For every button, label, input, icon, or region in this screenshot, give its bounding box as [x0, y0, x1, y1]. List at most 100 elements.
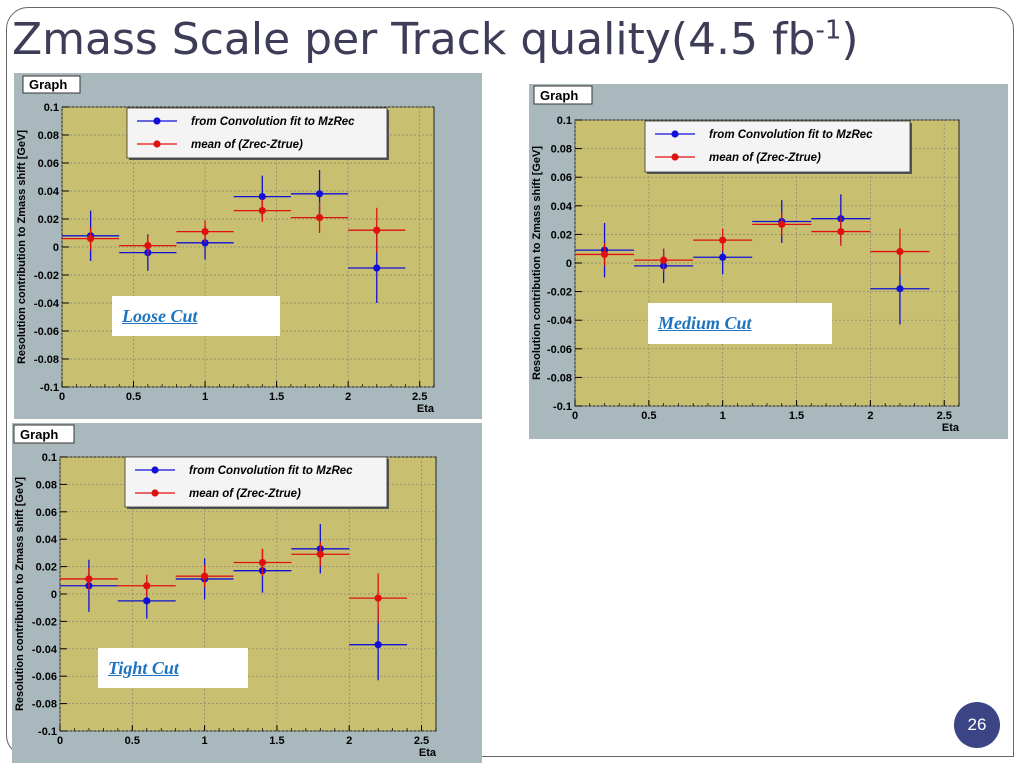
graph-title-box: [533, 85, 593, 105]
data-point: [719, 236, 727, 244]
data-point: [315, 214, 324, 222]
graph-title: Graph: [29, 77, 67, 92]
y-tick-label: 0.08: [551, 144, 572, 156]
y-tick-label: -0.1: [40, 382, 59, 394]
x-tick-label: 2.5: [412, 391, 427, 403]
y-tick-label: -0.08: [32, 699, 57, 711]
y-tick-label: -0.08: [34, 354, 59, 366]
legend-box: [124, 456, 388, 508]
legend-box: [644, 120, 911, 173]
x-tick-label: 2: [345, 391, 351, 403]
y-tick-label: -0.02: [547, 287, 572, 299]
y-tick-label: 0.02: [38, 214, 59, 226]
title-main: Zmass Scale per Track quality(4.5 fb: [12, 14, 816, 65]
y-tick-label: -0.1: [553, 401, 572, 413]
data-point: [143, 582, 151, 590]
data-point: [373, 264, 381, 272]
data-point: [258, 207, 266, 215]
data-point: [896, 285, 904, 293]
y-tick-label: -0.1: [38, 726, 57, 738]
legend-marker: [671, 130, 679, 138]
cut-label-tight: Tight Cut: [98, 648, 248, 688]
x-tick-label: 1: [720, 410, 726, 422]
chart-loose: Graph 0 0.5 1 1.5 2 2.5 -0.1 -0.08 -0.06 -0.04 -0.0…: [16, 75, 435, 415]
legend-marker: [153, 140, 161, 148]
cut-label-medium: Medium Cut: [648, 303, 832, 344]
y-tick-label: 0.08: [38, 130, 59, 142]
y-tick-label: 0.02: [36, 562, 57, 574]
y-tick-label: -0.02: [34, 270, 59, 282]
data-point: [374, 641, 382, 649]
legend-entry: mean of (Zrec-Ztrue): [189, 488, 301, 500]
data-point: [316, 550, 324, 558]
x-tick-label: 0: [59, 391, 65, 403]
y-tick-label: 0: [53, 242, 59, 254]
y-tick-label: 0.04: [551, 201, 573, 213]
x-tick-label: 0.5: [125, 735, 140, 747]
y-tick-label: 0: [566, 258, 572, 270]
x-tick-label: 2: [867, 410, 873, 422]
x-tick-label: 2.5: [414, 735, 429, 747]
legend-marker: [671, 153, 679, 161]
x-tick-label: 2.5: [937, 410, 952, 422]
y-tick-label: -0.08: [547, 372, 572, 384]
x-axis-label: Eta: [942, 422, 960, 434]
data-point: [201, 572, 209, 580]
data-point: [896, 247, 904, 256]
slide-title: Zmass Scale per Track quality(4.5 fb-1): [12, 15, 859, 62]
data-point: [85, 575, 93, 583]
y-tick-label: 0.1: [42, 452, 57, 464]
y-tick-label: 0.04: [38, 186, 60, 198]
legend-marker: [151, 489, 159, 497]
data-point: [660, 256, 668, 264]
data-point: [837, 227, 845, 236]
legend-entry: mean of (Zrec-Ztrue): [709, 152, 821, 164]
x-tick-label: 1.5: [269, 735, 284, 747]
slide-frame: [6, 7, 1014, 757]
x-tick-label: 2: [346, 735, 352, 747]
x-tick-label: 0.5: [126, 391, 141, 403]
data-point: [143, 597, 151, 605]
data-point: [258, 193, 266, 201]
legend-entry: from Convolution fit to MzRec: [191, 116, 355, 128]
data-point: [600, 250, 609, 259]
graph-title: Graph: [540, 88, 578, 103]
y-tick-label: 0.06: [551, 172, 572, 184]
x-tick-label: 0: [572, 410, 578, 422]
data-point: [201, 228, 209, 236]
x-axis-label: Eta: [417, 403, 435, 415]
x-tick-label: 1: [202, 735, 208, 747]
data-point: [315, 190, 324, 198]
data-point: [87, 235, 95, 243]
data-point: [258, 558, 267, 567]
graph-title-box: [13, 424, 75, 444]
chart-tight: Graph 0 0.5 1 1.5 2 2.5 -0.1 -0.08 -0.06 -0.04 -0.0…: [13, 424, 437, 759]
data-point: [373, 226, 381, 234]
title-superscript: -1: [815, 15, 842, 46]
y-tick-label: 0.04: [36, 534, 58, 546]
x-tick-label: 0: [57, 735, 63, 747]
x-tick-label: 0.5: [641, 410, 656, 422]
y-tick-label: 0.08: [36, 479, 57, 491]
legend-entry: from Convolution fit to MzRec: [189, 465, 353, 477]
y-axis-label: Resolution contribution to Zmass shift […: [16, 130, 28, 364]
legend-entry: mean of (Zrec-Ztrue): [191, 139, 303, 151]
y-tick-label: -0.04: [547, 315, 573, 327]
graph-title: Graph: [20, 427, 58, 442]
x-tick-label: 1.5: [789, 410, 804, 422]
y-axis-label: Resolution contribution to Zmass shift […: [14, 477, 26, 711]
y-tick-label: 0.1: [44, 102, 59, 114]
y-axis-label: Resolution contribution to Zmass shift […: [531, 146, 543, 380]
legend-marker: [153, 117, 161, 125]
legend-entry: from Convolution fit to MzRec: [709, 129, 873, 141]
chart-panel-tight: Graph 0 0.5 1 1.5 2 2.5 -0.1 -0.08 -0.06 -0.04 -0.0…: [12, 423, 482, 763]
chart-panel-loose: Graph 0 0.5 1 1.5 2 2.5 -0.1 -0.08 -0.06 -0.04 -0.0…: [14, 73, 482, 419]
y-tick-label: 0.1: [557, 115, 572, 127]
y-tick-label: -0.04: [32, 644, 58, 656]
legend-box: [126, 107, 388, 159]
data-point: [778, 220, 786, 228]
y-tick-label: -0.06: [32, 671, 57, 683]
chart-medium: Graph 0 0.5 1 1.5 2 2.5 -0.1 -0.08 -0.06 -0.04 -0.0…: [531, 85, 960, 434]
y-tick-label: -0.02: [32, 616, 57, 628]
x-tick-label: 1.5: [269, 391, 284, 403]
